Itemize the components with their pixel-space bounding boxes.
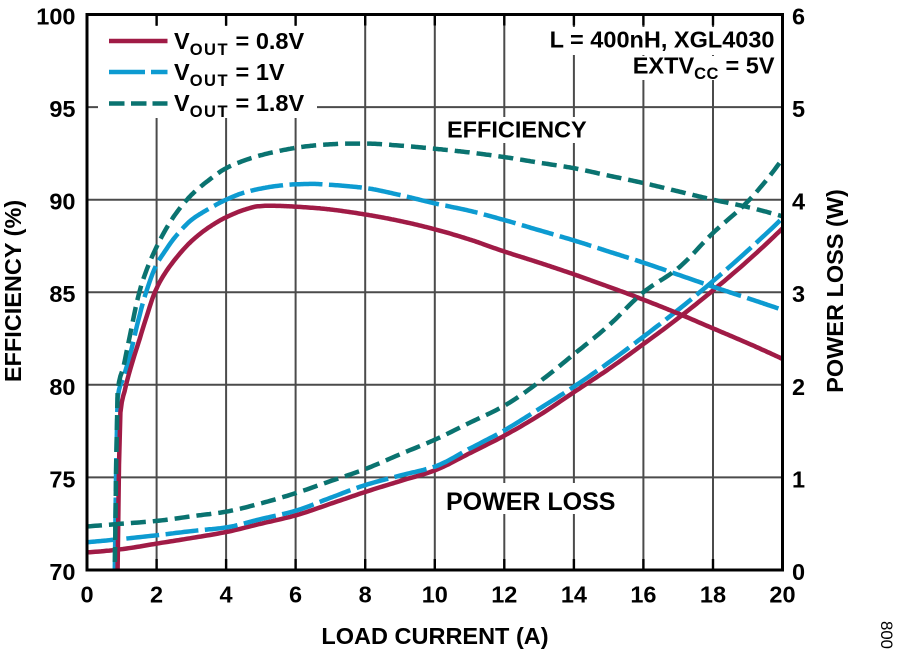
svg-text:5: 5 [792, 96, 805, 122]
svg-text:8: 8 [359, 582, 372, 608]
svg-text:16: 16 [630, 582, 656, 608]
svg-text:14: 14 [561, 582, 587, 608]
svg-text:70: 70 [49, 559, 75, 585]
svg-text:85: 85 [49, 281, 75, 307]
svg-text:POWER LOSS: POWER LOSS [446, 488, 615, 516]
svg-text:800: 800 [877, 621, 896, 649]
svg-text:0: 0 [792, 559, 805, 585]
svg-text:95: 95 [49, 96, 75, 122]
svg-text:10: 10 [422, 582, 448, 608]
svg-text:LOAD CURRENT (A): LOAD CURRENT (A) [321, 623, 548, 649]
svg-text:4: 4 [220, 582, 233, 608]
svg-text:EFFICIENCY: EFFICIENCY [447, 117, 587, 143]
svg-text:2: 2 [150, 582, 163, 608]
svg-text:1: 1 [792, 466, 805, 492]
svg-text:90: 90 [49, 189, 75, 215]
svg-text:6: 6 [289, 582, 302, 608]
svg-text:3: 3 [792, 281, 805, 307]
svg-text:6: 6 [792, 4, 805, 30]
svg-text:18: 18 [700, 582, 726, 608]
svg-text:100: 100 [36, 4, 75, 30]
svg-text:4: 4 [792, 189, 805, 215]
svg-text:75: 75 [49, 466, 75, 492]
svg-text:0: 0 [80, 582, 93, 608]
svg-text:80: 80 [49, 374, 75, 400]
svg-text:12: 12 [491, 582, 517, 608]
svg-text:20: 20 [769, 582, 795, 608]
svg-text:2: 2 [792, 374, 805, 400]
svg-text:POWER LOSS (W): POWER LOSS (W) [822, 189, 848, 393]
svg-text:EFFICIENCY (%): EFFICIENCY (%) [0, 200, 26, 382]
svg-text:L = 400nH, XGL4030: L = 400nH, XGL4030 [550, 27, 775, 53]
